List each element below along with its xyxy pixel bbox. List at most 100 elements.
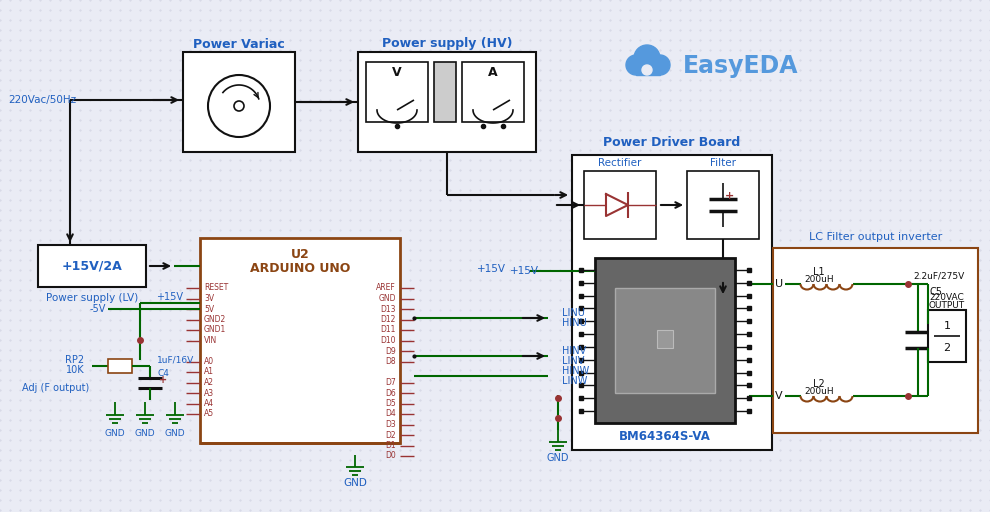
Bar <box>657 330 673 348</box>
Text: L2: L2 <box>813 379 825 389</box>
Text: D1: D1 <box>385 441 396 450</box>
Text: D9: D9 <box>385 347 396 355</box>
Text: GND: GND <box>378 294 396 303</box>
Text: GND1: GND1 <box>204 326 227 334</box>
Text: D0: D0 <box>385 452 396 460</box>
Bar <box>38 245 146 287</box>
Text: D6: D6 <box>385 389 396 397</box>
Bar <box>572 155 772 450</box>
Text: GND: GND <box>105 429 126 437</box>
Text: D4: D4 <box>385 410 396 418</box>
Circle shape <box>642 65 652 75</box>
Text: D8: D8 <box>385 357 396 366</box>
Text: GND: GND <box>164 429 185 437</box>
Text: D5: D5 <box>385 399 396 408</box>
Bar <box>358 52 536 152</box>
Text: A4: A4 <box>204 399 214 408</box>
Circle shape <box>626 55 646 75</box>
Text: RESET: RESET <box>204 284 229 292</box>
Text: AREF: AREF <box>376 284 396 292</box>
Text: Filter: Filter <box>710 158 736 168</box>
Text: 200uH: 200uH <box>804 275 834 285</box>
Text: +15V: +15V <box>477 264 506 274</box>
Text: Adj (F output): Adj (F output) <box>22 383 89 393</box>
Bar <box>200 238 400 443</box>
Text: A2: A2 <box>204 378 214 387</box>
Circle shape <box>634 45 660 71</box>
Text: BM64364S-VA: BM64364S-VA <box>619 430 711 442</box>
Text: Power Driver Board: Power Driver Board <box>603 137 741 150</box>
Bar <box>462 62 524 122</box>
Text: LINW: LINW <box>562 376 587 386</box>
Text: V: V <box>775 391 783 401</box>
Text: L1: L1 <box>813 267 825 277</box>
Text: A1: A1 <box>204 368 214 376</box>
Text: A5: A5 <box>204 410 214 418</box>
Bar <box>928 310 966 362</box>
Circle shape <box>208 75 270 137</box>
Text: D3: D3 <box>385 420 396 429</box>
Text: HINW: HINW <box>562 366 589 376</box>
Text: LINU: LINU <box>562 308 585 318</box>
Text: A: A <box>488 66 498 78</box>
Text: GND: GND <box>344 478 367 488</box>
Bar <box>773 248 978 433</box>
Text: OUTPUT: OUTPUT <box>929 302 965 310</box>
Text: +: + <box>159 375 167 385</box>
Text: C4: C4 <box>157 370 169 378</box>
Text: 200uH: 200uH <box>804 388 834 396</box>
Bar <box>584 171 656 239</box>
Text: VIN: VIN <box>204 336 217 345</box>
Text: D12: D12 <box>380 315 396 324</box>
Text: HINV: HINV <box>562 346 586 356</box>
Text: D10: D10 <box>380 336 396 345</box>
Text: Power supply (LV): Power supply (LV) <box>46 293 139 303</box>
Text: LINV: LINV <box>562 356 584 366</box>
Text: 220VAC: 220VAC <box>930 293 964 303</box>
Bar <box>636 65 660 75</box>
Bar <box>595 258 735 423</box>
Text: 2.2uF/275V: 2.2uF/275V <box>913 271 964 281</box>
Bar <box>366 62 428 122</box>
Text: 5V: 5V <box>204 305 214 313</box>
Text: D7: D7 <box>385 378 396 387</box>
Text: V: V <box>392 66 402 78</box>
Text: D2: D2 <box>385 431 396 439</box>
Text: +15V/2A: +15V/2A <box>61 260 123 272</box>
Text: C5: C5 <box>930 287 942 297</box>
Text: U2: U2 <box>291 247 309 261</box>
Text: 3V: 3V <box>204 294 214 303</box>
Text: +15V: +15V <box>510 266 539 276</box>
Text: GND: GND <box>135 429 155 437</box>
Text: A3: A3 <box>204 389 214 397</box>
Bar <box>434 62 456 122</box>
Text: U: U <box>775 279 783 289</box>
Bar <box>615 288 715 393</box>
Text: GND: GND <box>546 453 569 463</box>
Text: 1: 1 <box>943 321 950 331</box>
Text: ARDUINO UNO: ARDUINO UNO <box>249 262 350 274</box>
Text: D13: D13 <box>380 305 396 313</box>
Text: 220Vac/50Hz: 220Vac/50Hz <box>8 95 76 105</box>
Text: RP2: RP2 <box>65 355 84 365</box>
Text: +15V: +15V <box>156 292 183 302</box>
Bar <box>108 359 132 373</box>
Text: Rectifier: Rectifier <box>598 158 642 168</box>
Text: +: + <box>726 191 735 201</box>
Text: Power supply (HV): Power supply (HV) <box>382 37 512 51</box>
Bar <box>183 52 295 152</box>
Text: 10K: 10K <box>65 365 84 375</box>
Text: HINU: HINU <box>562 318 587 328</box>
Text: D11: D11 <box>380 326 396 334</box>
Text: GND2: GND2 <box>204 315 227 324</box>
Text: EasyEDA: EasyEDA <box>683 54 799 78</box>
Text: 1uF/16V: 1uF/16V <box>157 355 194 365</box>
Circle shape <box>234 101 244 111</box>
Text: A0: A0 <box>204 357 214 366</box>
Text: 2: 2 <box>943 343 950 353</box>
Text: LC Filter output inverter: LC Filter output inverter <box>809 232 942 242</box>
Text: -5V: -5V <box>90 304 106 314</box>
Text: Power Variac: Power Variac <box>193 37 285 51</box>
Bar <box>687 171 759 239</box>
Circle shape <box>650 55 670 75</box>
